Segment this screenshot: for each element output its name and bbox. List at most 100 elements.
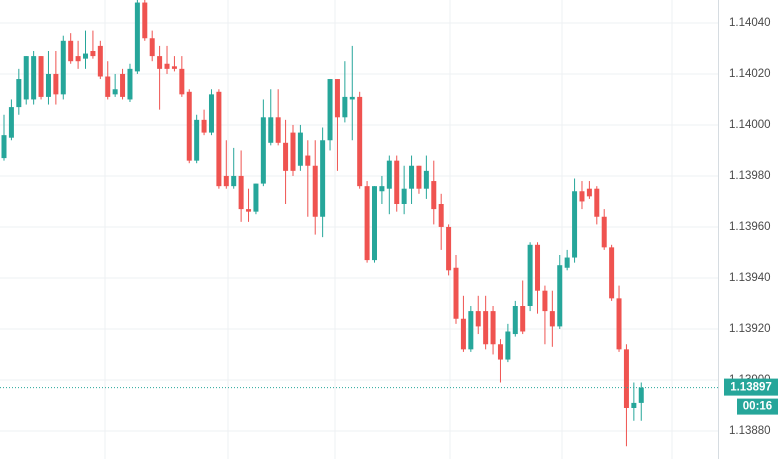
candle-body	[253, 183, 259, 212]
countdown-box	[737, 398, 778, 415]
candle-body	[557, 265, 563, 327]
candle-body	[8, 107, 14, 138]
candle-body	[194, 119, 200, 161]
candle-body	[616, 298, 622, 350]
y-tick-label: 1.14040	[729, 17, 771, 29]
candle-body	[446, 226, 452, 271]
candle-body	[409, 165, 415, 189]
y-tick-label: 1.13980	[729, 170, 771, 182]
candle-body	[460, 318, 466, 350]
candle-body	[579, 191, 585, 202]
candle-body	[16, 79, 22, 108]
candle-body	[594, 188, 600, 217]
candle-body	[45, 73, 51, 97]
candle-body	[223, 175, 229, 187]
candle-body	[112, 89, 118, 95]
candle-body	[549, 311, 555, 327]
candle-body	[631, 402, 637, 408]
candle-body	[97, 45, 103, 77]
candle-body	[512, 306, 518, 335]
candle-body	[572, 191, 578, 258]
y-tick-label: 1.13880	[729, 425, 771, 437]
candle-body	[349, 96, 355, 100]
candle-body	[186, 91, 192, 161]
candle-body	[468, 311, 474, 350]
candle-body	[438, 204, 444, 227]
y-tick-label: 1.13960	[729, 221, 771, 233]
candle-body	[334, 79, 340, 118]
candle-body	[431, 181, 437, 210]
candle-body	[201, 119, 207, 133]
candle-body	[505, 331, 511, 360]
candle-body	[342, 96, 348, 118]
candle-body	[60, 40, 66, 95]
candle-body	[475, 311, 481, 327]
candle-body	[216, 91, 222, 187]
candle-body	[394, 160, 400, 204]
candle-body	[120, 73, 126, 97]
y-tick-label: 1.13920	[729, 323, 771, 335]
candle-body	[535, 244, 541, 291]
candle-body	[416, 165, 422, 189]
candle-body	[127, 68, 133, 100]
candle-body	[231, 175, 237, 187]
countdown-label: 00:16	[743, 401, 772, 413]
candle-body	[327, 79, 333, 141]
candle-body	[379, 186, 385, 192]
candle-body	[357, 96, 363, 187]
time-grid	[104, 0, 673, 459]
candle-body	[208, 94, 214, 133]
candle-body	[520, 306, 526, 332]
candle-body	[609, 247, 615, 299]
candle-body	[364, 186, 370, 261]
candle-body	[275, 117, 281, 143]
candle-body	[483, 311, 489, 345]
candle-body	[105, 76, 111, 97]
candle-body	[290, 132, 296, 171]
candle-body	[179, 68, 185, 95]
candle-body	[53, 73, 59, 95]
candle-body	[497, 344, 503, 360]
candle-body	[164, 63, 170, 69]
candle-body	[490, 311, 496, 345]
candle-body	[246, 209, 252, 212]
candle-body	[586, 188, 592, 197]
y-tick-label: 1.14000	[729, 119, 771, 131]
candle-body	[90, 51, 96, 57]
candle-body	[268, 117, 274, 143]
candle-body	[312, 165, 318, 217]
y-tick-label: 1.13940	[729, 272, 771, 284]
y-tick-label: 1.14020	[729, 68, 771, 80]
last-price-label: 1.13897	[730, 382, 772, 394]
candle-body	[134, 2, 140, 72]
candle-body	[542, 290, 548, 312]
candle-body	[401, 188, 407, 204]
candle-body	[31, 56, 37, 100]
candle-body	[372, 186, 377, 261]
candle-body	[601, 216, 607, 248]
candle-body	[171, 66, 177, 69]
candle-body	[75, 56, 81, 62]
candle-body	[564, 257, 570, 268]
candle-body	[142, 2, 148, 39]
candle-body	[260, 117, 266, 184]
candle-body	[1, 135, 7, 159]
last-price-box	[724, 378, 778, 396]
candle-body	[320, 140, 326, 217]
candle-body	[238, 175, 244, 210]
candle-body	[623, 349, 629, 408]
candle-body	[638, 387, 644, 403]
candle-body	[23, 56, 29, 100]
candle-body	[527, 244, 533, 306]
candle-body	[297, 132, 303, 166]
candle-body	[149, 38, 155, 57]
candle-body	[283, 142, 289, 171]
candle-body	[68, 40, 74, 62]
candle-body	[453, 267, 459, 319]
candle-body	[386, 160, 392, 189]
candle-body	[305, 155, 311, 166]
candle-body	[157, 56, 163, 69]
